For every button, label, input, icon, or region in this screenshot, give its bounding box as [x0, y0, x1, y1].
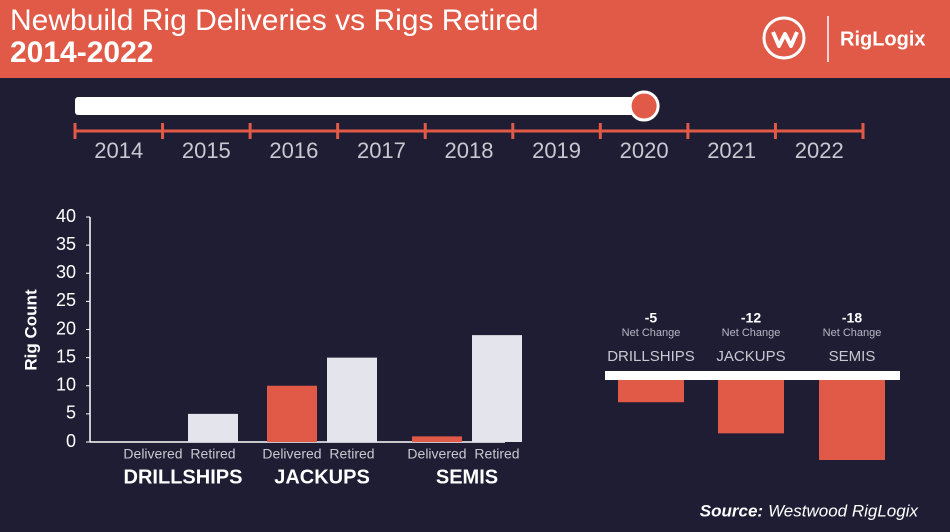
- y-axis-label: Rig Count: [21, 289, 40, 371]
- timeline-knob: [628, 90, 660, 122]
- timeline-year: 2022: [795, 138, 844, 163]
- net-category: DRILLSHIPS: [607, 348, 695, 365]
- header-band: [0, 0, 950, 78]
- net-caption: Net Change: [823, 327, 882, 339]
- category-label: DRILLSHIPS: [124, 466, 243, 488]
- bar-sub-label: Retired: [190, 446, 235, 462]
- y-tick-label: 40: [56, 206, 76, 226]
- source-text: Westwood RigLogix: [768, 501, 918, 520]
- source: Westwood RigLogix Source:: [700, 501, 919, 520]
- y-tick-label: 25: [56, 290, 76, 310]
- net-baseline: [605, 371, 900, 380]
- timeline-year: 2021: [707, 138, 756, 163]
- net-caption: Net Change: [722, 327, 781, 339]
- y-tick-label: 30: [56, 262, 76, 282]
- bar-sub-label: Retired: [329, 446, 374, 462]
- subtitle: 2014-2022: [10, 36, 153, 69]
- net-bar: [718, 380, 784, 434]
- category-label: JACKUPS: [274, 466, 370, 488]
- y-tick-label: 10: [56, 375, 76, 395]
- brand: RigLogix: [840, 28, 926, 50]
- bar-sub-label: Delivered: [407, 446, 466, 462]
- bar: [327, 357, 377, 442]
- bar: [412, 436, 462, 442]
- bar-sub-label: Delivered: [123, 446, 182, 462]
- y-tick-label: 15: [56, 346, 76, 366]
- category-label: SEMIS: [436, 466, 498, 488]
- timeline-year: 2019: [532, 138, 581, 163]
- timeline-year: 2018: [445, 138, 494, 163]
- timeline-year: 2016: [269, 138, 318, 163]
- net-category: SEMIS: [829, 348, 876, 365]
- logo-ring: [762, 16, 806, 60]
- timeline-year: 2017: [357, 138, 406, 163]
- source-label: Source:: [700, 501, 763, 520]
- net-value: -18: [842, 310, 862, 326]
- bar: [472, 335, 522, 442]
- timeline-year: 2015: [182, 138, 231, 163]
- net-category: JACKUPS: [716, 348, 785, 365]
- timeline-year: 2020: [620, 138, 669, 163]
- logo-mark: [771, 31, 799, 48]
- net-value: -5: [645, 310, 658, 326]
- title: Newbuild Rig Deliveries vs Rigs Retired: [10, 4, 539, 37]
- bar: [267, 385, 317, 442]
- timeline-year: 2014: [94, 138, 143, 163]
- net-bar: [618, 380, 684, 403]
- bar-sub-label: Delivered: [262, 446, 321, 462]
- bar: [188, 413, 238, 442]
- y-tick-label: 20: [56, 318, 76, 338]
- y-tick-label: 35: [56, 234, 76, 254]
- y-tick-label: 5: [66, 403, 76, 423]
- net-caption: Net Change: [622, 327, 681, 339]
- net-bar: [819, 380, 885, 460]
- y-tick-label: 0: [66, 431, 76, 451]
- bar-sub-label: Retired: [474, 446, 519, 462]
- net-value: -12: [741, 310, 761, 326]
- timeline-progress: [75, 97, 645, 115]
